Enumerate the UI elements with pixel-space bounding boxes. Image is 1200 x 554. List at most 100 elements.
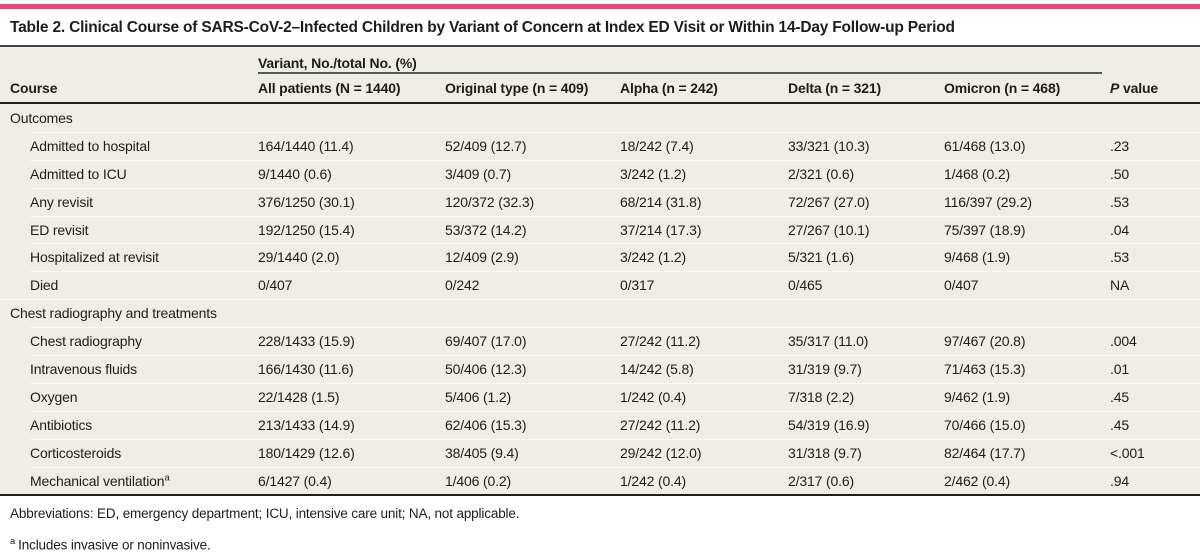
p-value-cell: .53 bbox=[1110, 249, 1130, 266]
p-value-cell: .45 bbox=[1110, 416, 1130, 433]
data-cell: 68/214 (31.8) bbox=[620, 193, 702, 210]
data-cell: 3/242 (1.2) bbox=[620, 165, 687, 182]
data-cell: 14/242 (5.8) bbox=[620, 360, 694, 377]
p-value-rest: value bbox=[1119, 81, 1158, 96]
table-header: Variant, No./total No. (%) Course All pa… bbox=[0, 47, 1200, 104]
data-cell: 180/1429 (12.6) bbox=[258, 444, 355, 461]
column-header-all-patients: All patients (N = 1440) bbox=[258, 81, 401, 96]
data-cell: 0/242 bbox=[445, 277, 480, 294]
title-band: Table 2. Clinical Course of SARS-CoV-2–I… bbox=[0, 9, 1200, 47]
data-cell: 3/242 (1.2) bbox=[620, 249, 687, 266]
data-cell: 12/409 (2.9) bbox=[445, 249, 519, 266]
data-cell: 0/407 bbox=[258, 277, 293, 294]
row-label-text: Chest radiography bbox=[30, 333, 142, 350]
p-value-cell: <.001 bbox=[1110, 444, 1145, 461]
row-label-text: Hospitalized at revisit bbox=[30, 249, 159, 266]
row-label: Intravenous fluids bbox=[0, 361, 258, 377]
p-value-cell: .004 bbox=[1110, 333, 1137, 350]
data-cell: 2/462 (0.4) bbox=[944, 472, 1011, 489]
footnote-a-marker: a bbox=[10, 536, 16, 548]
data-cell: 9/1440 (0.6) bbox=[258, 165, 332, 182]
column-header-alpha: Alpha (n = 242) bbox=[620, 81, 718, 96]
row-label-text: Admitted to ICU bbox=[30, 165, 127, 182]
table-row: Corticosteroids 180/1429 (12.6) 38/405 (9.… bbox=[0, 438, 1200, 467]
p-value-italic-p: P bbox=[1110, 81, 1120, 96]
table-row: Died 0/407 0/242 0/317 0/465 0/407 NA bbox=[0, 271, 1200, 299]
row-label-text: Admitted to hospital bbox=[30, 137, 150, 154]
row-label-text: Antibiotics bbox=[30, 416, 93, 433]
row-label-text: Oxygen bbox=[30, 388, 78, 405]
accent-bar bbox=[0, 4, 1200, 9]
row-label-text: Any revisit bbox=[30, 193, 93, 210]
p-value-cell: .01 bbox=[1110, 360, 1130, 377]
table-row: Mechanical ventilationa 6/1427 (0.4) 1/406… bbox=[0, 466, 1200, 495]
p-value-cell: .23 bbox=[1110, 137, 1130, 154]
data-cell: 27/242 (11.2) bbox=[620, 333, 701, 350]
footnote-abbreviations: Abbreviations: ED, emergency department;… bbox=[10, 506, 520, 522]
table-row: Any revisit 376/1250 (30.1) 120/372 (32.3)… bbox=[0, 187, 1200, 216]
row-label-text: Died bbox=[30, 277, 59, 294]
row-label-text: ED revisit bbox=[30, 221, 89, 238]
data-cell: 52/409 (12.7) bbox=[445, 137, 527, 154]
table-title: Table 2. Clinical Course of SARS-CoV-2–I… bbox=[10, 19, 955, 36]
column-header-omicron: Omicron (n = 468) bbox=[944, 81, 1061, 96]
section-label: Outcomes bbox=[10, 109, 73, 126]
data-cell: 9/468 (1.9) bbox=[944, 249, 1011, 266]
data-cell: 31/319 (9.7) bbox=[788, 360, 862, 377]
row-label: Any revisit bbox=[0, 194, 258, 210]
table-row: Oxygen 22/1428 (1.5) 5/406 (1.2) 1/242 (0.4… bbox=[0, 382, 1200, 411]
data-cell: 70/466 (15.0) bbox=[944, 416, 1026, 433]
row-label-text: Intravenous fluids bbox=[30, 360, 138, 377]
p-value-cell: .45 bbox=[1110, 388, 1130, 405]
data-cell: 1/468 (0.2) bbox=[944, 165, 1011, 182]
data-cell: 1/406 (0.2) bbox=[445, 472, 512, 489]
table-row: Admitted to ICU 9/1440 (0.6) 3/409 (0.7) 3/… bbox=[0, 159, 1200, 188]
data-cell: 35/317 (11.0) bbox=[788, 333, 869, 350]
data-cell: 0/407 bbox=[944, 277, 979, 294]
footnote-a-text: Includes invasive or noninvasive. bbox=[18, 537, 211, 553]
data-cell: 27/267 (10.1) bbox=[788, 221, 870, 238]
row-label: Admitted to hospital bbox=[0, 138, 258, 154]
data-cell: 75/397 (18.9) bbox=[944, 221, 1026, 238]
column-header-row: Course All patients (N = 1440) Original … bbox=[0, 74, 1200, 102]
data-cell: 54/319 (16.9) bbox=[788, 416, 870, 433]
p-value-cell: .50 bbox=[1110, 165, 1130, 182]
spanner-rule bbox=[258, 72, 1102, 74]
data-cell: 38/405 (9.4) bbox=[445, 444, 519, 461]
data-cell: 9/462 (1.9) bbox=[944, 388, 1011, 405]
data-cell: 31/318 (9.7) bbox=[788, 444, 862, 461]
footnotes: Abbreviations: ED, emergency department;… bbox=[0, 496, 1200, 554]
data-cell: 2/317 (0.6) bbox=[788, 472, 855, 489]
spanner-row: Variant, No./total No. (%) bbox=[0, 47, 1200, 74]
section-header-row: Outcomes bbox=[0, 104, 1200, 132]
data-cell: 50/406 (12.3) bbox=[445, 360, 527, 377]
data-cell: 18/242 (7.4) bbox=[620, 137, 694, 154]
table-row: Chest radiography 228/1433 (15.9) 69/407 (… bbox=[0, 327, 1200, 355]
data-cell: 72/267 (27.0) bbox=[788, 193, 870, 210]
row-label: Hospitalized at revisit bbox=[0, 249, 258, 265]
data-cell: 61/468 (13.0) bbox=[944, 137, 1026, 154]
data-cell: 1/242 (0.4) bbox=[620, 472, 687, 489]
data-table: Variant, No./total No. (%) Course All pa… bbox=[0, 47, 1200, 497]
column-header-original-type: Original type (n = 409) bbox=[445, 81, 589, 96]
spanner-label: Variant, No./total No. (%) bbox=[258, 55, 417, 71]
data-cell: 0/317 bbox=[620, 277, 655, 294]
column-header-p-value: P value bbox=[1110, 81, 1200, 96]
row-label: ED revisit bbox=[0, 222, 258, 238]
data-cell: 62/406 (15.3) bbox=[445, 416, 527, 433]
data-cell: 5/321 (1.6) bbox=[788, 249, 855, 266]
data-cell: 376/1250 (30.1) bbox=[258, 193, 355, 210]
data-cell: 97/467 (20.8) bbox=[944, 333, 1026, 350]
data-cell: 0/465 bbox=[788, 277, 823, 294]
row-label: Admitted to ICU bbox=[0, 166, 258, 182]
row-label-text: Corticosteroids bbox=[30, 444, 122, 461]
journal-table-page: Table 2. Clinical Course of SARS-CoV-2–I… bbox=[0, 4, 1200, 554]
data-cell: 6/1427 (0.4) bbox=[258, 472, 332, 489]
data-cell: 166/1430 (11.6) bbox=[258, 360, 354, 377]
column-header-delta: Delta (n = 321) bbox=[788, 81, 882, 96]
table-row: Intravenous fluids 166/1430 (11.6) 50/406 … bbox=[0, 355, 1200, 383]
p-value-cell: .53 bbox=[1110, 193, 1130, 210]
column-header-course: Course bbox=[10, 81, 58, 96]
data-cell: 7/318 (2.2) bbox=[788, 388, 855, 405]
data-cell: 213/1433 (14.9) bbox=[258, 416, 355, 433]
